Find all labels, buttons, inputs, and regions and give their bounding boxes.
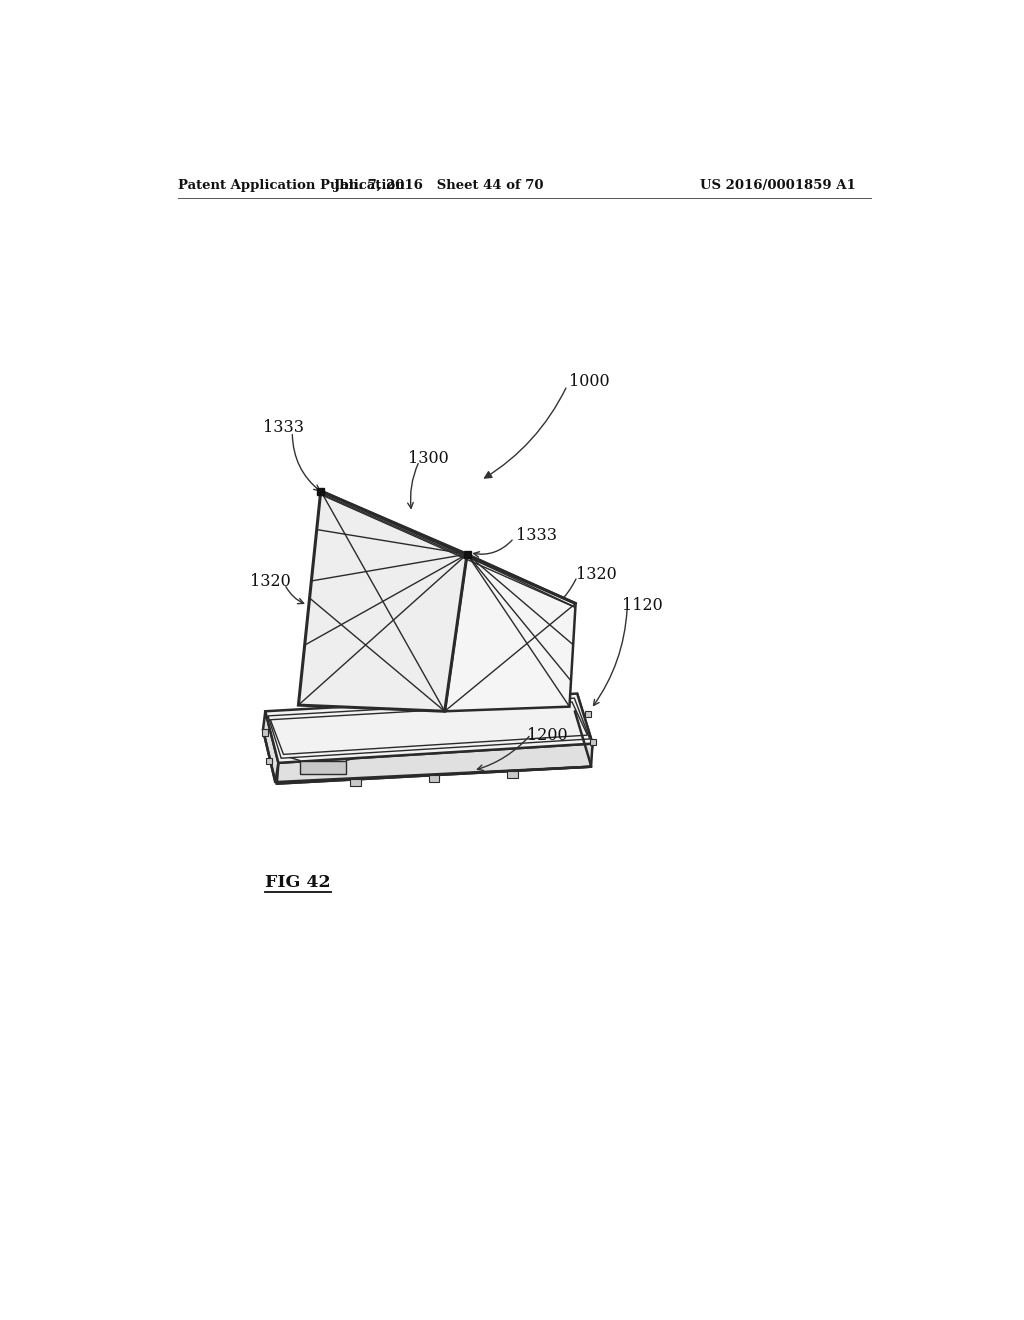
- Polygon shape: [262, 730, 268, 735]
- Text: 1300: 1300: [408, 450, 449, 467]
- Text: 1320: 1320: [250, 573, 291, 590]
- Text: 1333: 1333: [263, 420, 304, 437]
- Text: Patent Application Publication: Patent Application Publication: [178, 178, 406, 191]
- Polygon shape: [276, 743, 593, 784]
- Bar: [464, 550, 470, 557]
- Text: Jan. 7, 2016   Sheet 44 of 70: Jan. 7, 2016 Sheet 44 of 70: [334, 178, 544, 191]
- Text: 1200: 1200: [527, 727, 567, 744]
- Polygon shape: [263, 711, 279, 781]
- Text: 1333: 1333: [515, 527, 557, 544]
- Polygon shape: [585, 711, 591, 718]
- Bar: [317, 487, 325, 495]
- Polygon shape: [429, 775, 439, 781]
- Polygon shape: [300, 760, 346, 775]
- Polygon shape: [265, 693, 593, 763]
- Polygon shape: [298, 491, 467, 711]
- Text: 1320: 1320: [575, 566, 616, 582]
- Polygon shape: [350, 779, 360, 787]
- Polygon shape: [444, 554, 575, 711]
- Text: FIG 42: FIG 42: [265, 874, 331, 891]
- Text: 1000: 1000: [569, 374, 610, 391]
- Text: 1120: 1120: [622, 597, 663, 614]
- Polygon shape: [590, 739, 596, 744]
- Text: US 2016/0001859 A1: US 2016/0001859 A1: [700, 178, 856, 191]
- Polygon shape: [574, 693, 593, 763]
- Polygon shape: [507, 771, 518, 777]
- Polygon shape: [266, 758, 272, 764]
